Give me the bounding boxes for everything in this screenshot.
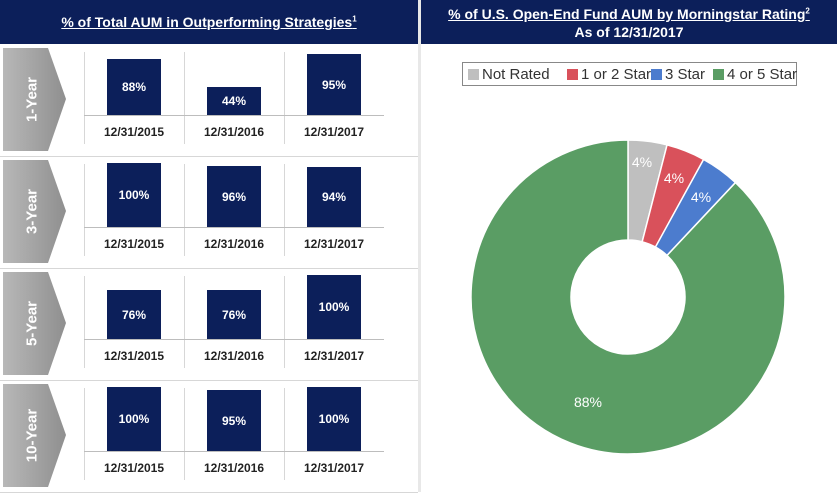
bar: 76% <box>107 290 161 339</box>
x-tick-label: 12/31/2016 <box>203 349 265 363</box>
bar: 100% <box>307 387 361 451</box>
bar: 95% <box>307 54 361 115</box>
period-label: 3-Year <box>23 188 41 235</box>
panel-divider <box>418 0 421 492</box>
x-tick-label: 12/31/2015 <box>103 349 165 363</box>
legend-swatch <box>468 69 479 80</box>
column-separator <box>184 388 185 480</box>
x-tick-label: 12/31/2016 <box>203 461 265 475</box>
legend-label: Not Rated <box>482 66 550 83</box>
right-panel-subtitle: As of 12/31/2017 <box>574 24 684 40</box>
column-separator <box>84 164 85 256</box>
bar: 76% <box>207 290 261 339</box>
x-tick-label: 12/31/2017 <box>303 125 365 139</box>
column-separator <box>284 52 285 144</box>
slice-value-label: 4% <box>632 154 652 170</box>
legend-label: 1 or 2 Star <box>581 66 652 83</box>
x-tick-label: 12/31/2016 <box>203 125 265 139</box>
slice-value-label: 88% <box>574 394 602 410</box>
period-label: 1-Year <box>23 76 41 123</box>
baseline <box>84 339 384 340</box>
column-separator <box>284 276 285 368</box>
left-panel-title: % of Total AUM in Outperforming Strategi… <box>61 14 357 30</box>
bar: 95% <box>207 390 261 451</box>
period-label: 10-Year <box>23 408 41 463</box>
period-arrow: 3-Year <box>0 156 66 267</box>
bar: 100% <box>107 387 161 451</box>
left-panel-header: % of Total AUM in Outperforming Strategi… <box>0 0 418 44</box>
column-separator <box>84 52 85 144</box>
legend-item: 4 or 5 Star <box>713 66 797 83</box>
column-separator <box>184 276 185 368</box>
bar: 96% <box>207 166 261 227</box>
x-tick-label: 12/31/2015 <box>103 125 165 139</box>
legend-swatch <box>567 69 578 80</box>
period-arrow: 10-Year <box>0 380 66 491</box>
x-tick-label: 12/31/2015 <box>103 461 165 475</box>
legend-item: Not Rated <box>468 66 550 83</box>
baseline <box>84 451 384 452</box>
x-tick-label: 12/31/2016 <box>203 237 265 251</box>
legend-label: 4 or 5 Star <box>727 66 798 83</box>
period-label: 5-Year <box>23 300 41 347</box>
bar-row-5-year: 5-Year 76% 12/31/2015 76% 12/31/2016 100% 12/3… <box>0 268 418 381</box>
donut-chart: 4% 4% 4% 88% <box>470 139 786 455</box>
legend-swatch <box>713 69 724 80</box>
x-tick-label: 12/31/2017 <box>303 237 365 251</box>
bar: 100% <box>107 163 161 227</box>
slice-value-label: 4% <box>664 170 684 186</box>
slice-value-label: 4% <box>691 189 711 205</box>
baseline <box>84 227 384 228</box>
bar-chart-panel: 1-Year 88% 12/31/2015 44% 12/31/2016 95% 12/31… <box>0 44 418 493</box>
pie-slice <box>470 139 786 455</box>
column-separator <box>84 388 85 480</box>
column-separator <box>184 164 185 256</box>
legend-item: 3 Star <box>651 66 705 83</box>
legend-item: 1 or 2 Star <box>567 66 651 83</box>
right-panel-title: % of U.S. Open-End Fund AUM by Morningst… <box>448 6 810 22</box>
bar: 44% <box>207 87 261 115</box>
column-separator <box>284 164 285 256</box>
x-tick-label: 12/31/2017 <box>303 349 365 363</box>
column-separator <box>284 388 285 480</box>
pie-legend: Not Rated 1 or 2 Star 3 Star 4 or 5 Star <box>462 62 797 86</box>
bar-row-10-year: 10-Year 100% 12/31/2015 95% 12/31/2016 100% 12… <box>0 380 418 493</box>
bar: 88% <box>107 59 161 115</box>
period-arrow: 1-Year <box>0 44 66 155</box>
x-tick-label: 12/31/2015 <box>103 237 165 251</box>
x-tick-label: 12/31/2017 <box>303 461 365 475</box>
bar-row-1-year: 1-Year 88% 12/31/2015 44% 12/31/2016 95% 12/31… <box>0 44 418 157</box>
baseline <box>84 115 384 116</box>
legend-label: 3 Star <box>665 66 706 83</box>
bar: 100% <box>307 275 361 339</box>
column-separator <box>184 52 185 144</box>
bar-row-3-year: 3-Year 100% 12/31/2015 96% 12/31/2016 94% 12/3… <box>0 156 418 269</box>
period-arrow: 5-Year <box>0 268 66 379</box>
column-separator <box>84 276 85 368</box>
legend-swatch <box>651 69 662 80</box>
bar: 94% <box>307 167 361 227</box>
right-panel-header: % of U.S. Open-End Fund AUM by Morningst… <box>421 0 837 44</box>
